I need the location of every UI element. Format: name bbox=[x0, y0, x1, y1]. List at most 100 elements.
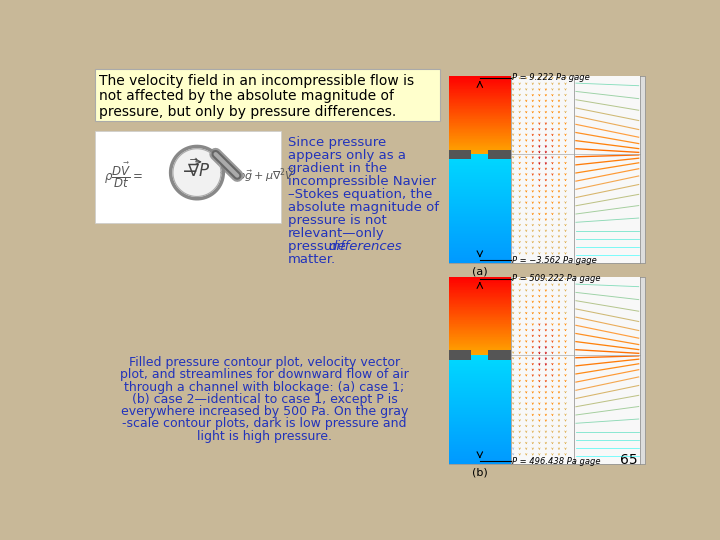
Bar bbox=[449, 96, 510, 97]
Bar bbox=[449, 105, 510, 106]
Bar bbox=[449, 159, 510, 160]
Bar bbox=[449, 316, 510, 318]
Text: plot, and streamlines for downward flow of air: plot, and streamlines for downward flow … bbox=[120, 368, 409, 381]
Bar bbox=[449, 386, 510, 387]
Bar bbox=[449, 259, 510, 260]
Bar bbox=[449, 368, 510, 369]
Bar bbox=[449, 403, 510, 404]
Bar bbox=[449, 393, 510, 394]
Bar bbox=[449, 249, 510, 251]
Bar bbox=[449, 208, 510, 209]
Bar bbox=[449, 372, 510, 373]
Bar bbox=[449, 417, 510, 418]
Bar bbox=[449, 128, 510, 129]
Bar bbox=[449, 347, 510, 348]
Bar bbox=[449, 131, 510, 132]
Bar bbox=[449, 154, 510, 155]
Bar bbox=[449, 441, 510, 442]
Text: The velocity field in an incompressible flow is: The velocity field in an incompressible … bbox=[99, 74, 414, 88]
Bar bbox=[449, 336, 510, 338]
Bar bbox=[449, 353, 510, 354]
Text: matter.: matter. bbox=[287, 253, 336, 266]
Bar bbox=[449, 190, 510, 191]
Bar bbox=[449, 124, 510, 125]
Bar bbox=[449, 328, 510, 329]
Bar bbox=[449, 233, 510, 234]
Bar bbox=[449, 373, 510, 374]
Bar bbox=[449, 456, 510, 457]
Bar bbox=[449, 341, 510, 342]
Bar bbox=[449, 103, 510, 104]
Bar bbox=[449, 215, 510, 217]
Bar bbox=[449, 282, 510, 283]
Bar bbox=[449, 256, 510, 257]
Bar bbox=[449, 331, 510, 332]
Bar bbox=[449, 200, 510, 201]
Text: through a channel with blockage: (a) case 1;: through a channel with blockage: (a) cas… bbox=[125, 381, 405, 394]
Bar bbox=[449, 222, 510, 224]
Polygon shape bbox=[171, 146, 223, 199]
Bar bbox=[449, 363, 510, 364]
Bar bbox=[449, 167, 510, 168]
Bar bbox=[449, 388, 510, 389]
Bar bbox=[449, 184, 510, 185]
Bar bbox=[449, 454, 510, 455]
Bar bbox=[449, 281, 510, 282]
Bar bbox=[449, 198, 510, 199]
Bar bbox=[488, 150, 510, 159]
Bar bbox=[449, 178, 510, 179]
Bar bbox=[449, 445, 510, 446]
Bar bbox=[449, 79, 510, 80]
Bar bbox=[449, 455, 510, 456]
Bar bbox=[449, 192, 510, 193]
Bar bbox=[449, 460, 510, 461]
Bar bbox=[449, 356, 510, 357]
Bar bbox=[449, 147, 510, 148]
Bar bbox=[449, 98, 510, 99]
Bar bbox=[449, 145, 510, 146]
Bar bbox=[449, 85, 510, 86]
Text: P = 9.222 Pa gage: P = 9.222 Pa gage bbox=[513, 73, 590, 83]
Bar bbox=[449, 322, 510, 323]
Bar bbox=[449, 238, 510, 239]
Bar bbox=[449, 429, 510, 430]
Text: 65: 65 bbox=[619, 453, 637, 467]
Bar bbox=[449, 135, 510, 136]
Bar bbox=[449, 428, 510, 429]
Bar bbox=[449, 311, 510, 312]
Bar bbox=[449, 312, 510, 313]
Bar bbox=[449, 252, 510, 253]
Bar bbox=[449, 219, 510, 220]
Bar bbox=[449, 283, 510, 284]
Text: relevant—only: relevant—only bbox=[287, 227, 384, 240]
Bar bbox=[449, 397, 510, 398]
Bar bbox=[449, 293, 510, 294]
Bar bbox=[449, 99, 510, 100]
Bar bbox=[449, 461, 510, 462]
Bar bbox=[449, 276, 645, 464]
Bar bbox=[449, 380, 510, 381]
Bar bbox=[449, 260, 510, 261]
Bar bbox=[449, 413, 510, 414]
Bar bbox=[449, 95, 510, 96]
Bar bbox=[449, 132, 510, 133]
Bar bbox=[449, 134, 510, 135]
Bar bbox=[449, 206, 510, 207]
Bar bbox=[449, 381, 510, 382]
Bar bbox=[449, 362, 510, 363]
Bar bbox=[449, 237, 510, 238]
Bar bbox=[449, 78, 510, 79]
Bar bbox=[449, 426, 510, 427]
Bar bbox=[449, 214, 510, 215]
Bar bbox=[449, 150, 510, 151]
Bar bbox=[449, 119, 510, 120]
Bar bbox=[449, 308, 510, 309]
Bar bbox=[449, 130, 510, 131]
Bar bbox=[449, 415, 510, 416]
Bar bbox=[449, 168, 510, 170]
Bar bbox=[449, 404, 510, 405]
Bar bbox=[449, 244, 510, 245]
Bar bbox=[449, 221, 510, 222]
Text: incompressible Navier: incompressible Navier bbox=[287, 175, 436, 188]
Bar bbox=[449, 285, 510, 286]
